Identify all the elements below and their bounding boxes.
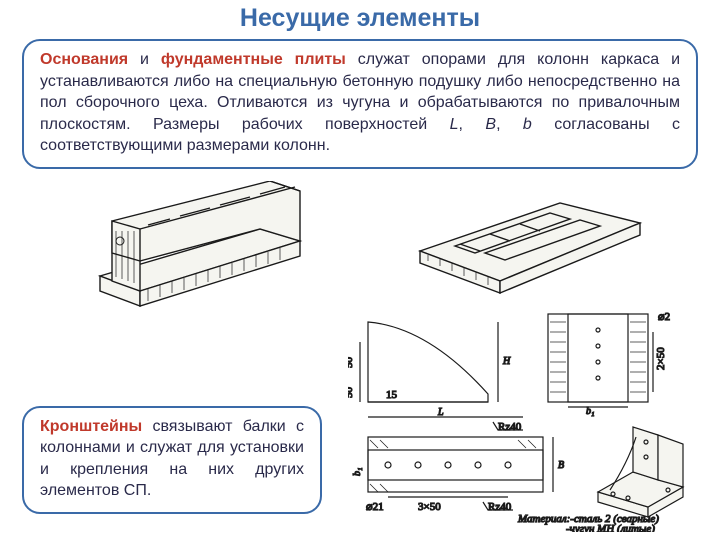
figure-base-block: [70, 181, 320, 311]
dim-B: B: [558, 460, 564, 471]
dim-15: 15: [386, 389, 398, 401]
term-plates: фундаментные плиты: [161, 51, 346, 68]
paragraph-foundations: Основания и фундаментные плиты служат оп…: [40, 49, 680, 157]
text: ,: [459, 116, 486, 133]
figure-row: [0, 181, 720, 311]
paragraph-brackets: Кронштейны связывают балки с колоннами и…: [40, 416, 304, 502]
var-L: L: [450, 116, 459, 133]
text: и: [128, 51, 161, 68]
text: ,: [496, 116, 523, 133]
var-b: b: [523, 116, 532, 133]
dim-2x50: 2×50: [655, 347, 667, 370]
dim-rz40b: Rz40: [488, 501, 512, 513]
term-brackets: Кронштейны: [40, 418, 142, 435]
page-title: Несущие элементы: [0, 0, 720, 39]
dim-H: H: [502, 356, 511, 367]
info-box-foundations: Основания и фундаментные плиты служат оп…: [22, 39, 698, 169]
var-B: B: [485, 116, 496, 133]
term-foundations: Основания: [40, 51, 128, 68]
dim-b1: b₁: [352, 468, 363, 476]
figure-base-plate: [400, 191, 650, 301]
dim-50a: 50: [348, 357, 355, 369]
dim-50b: 50: [348, 387, 355, 399]
dim-d2: ⌀2: [658, 311, 670, 323]
dim-L: L: [437, 407, 444, 418]
dim-3x50: 3×50: [418, 501, 441, 513]
bracket-engineering-drawing: H 15 ⌀2 2×50: [348, 302, 708, 532]
material-note-2: -чугун МН (литые): [566, 523, 655, 532]
info-box-brackets: Кронштейны связывают балки с колоннами и…: [22, 406, 322, 514]
dim-b1-right: b₁: [586, 406, 594, 417]
dim-rz40a: Rz40: [498, 421, 522, 433]
dim-d21: ⌀21: [366, 501, 384, 513]
